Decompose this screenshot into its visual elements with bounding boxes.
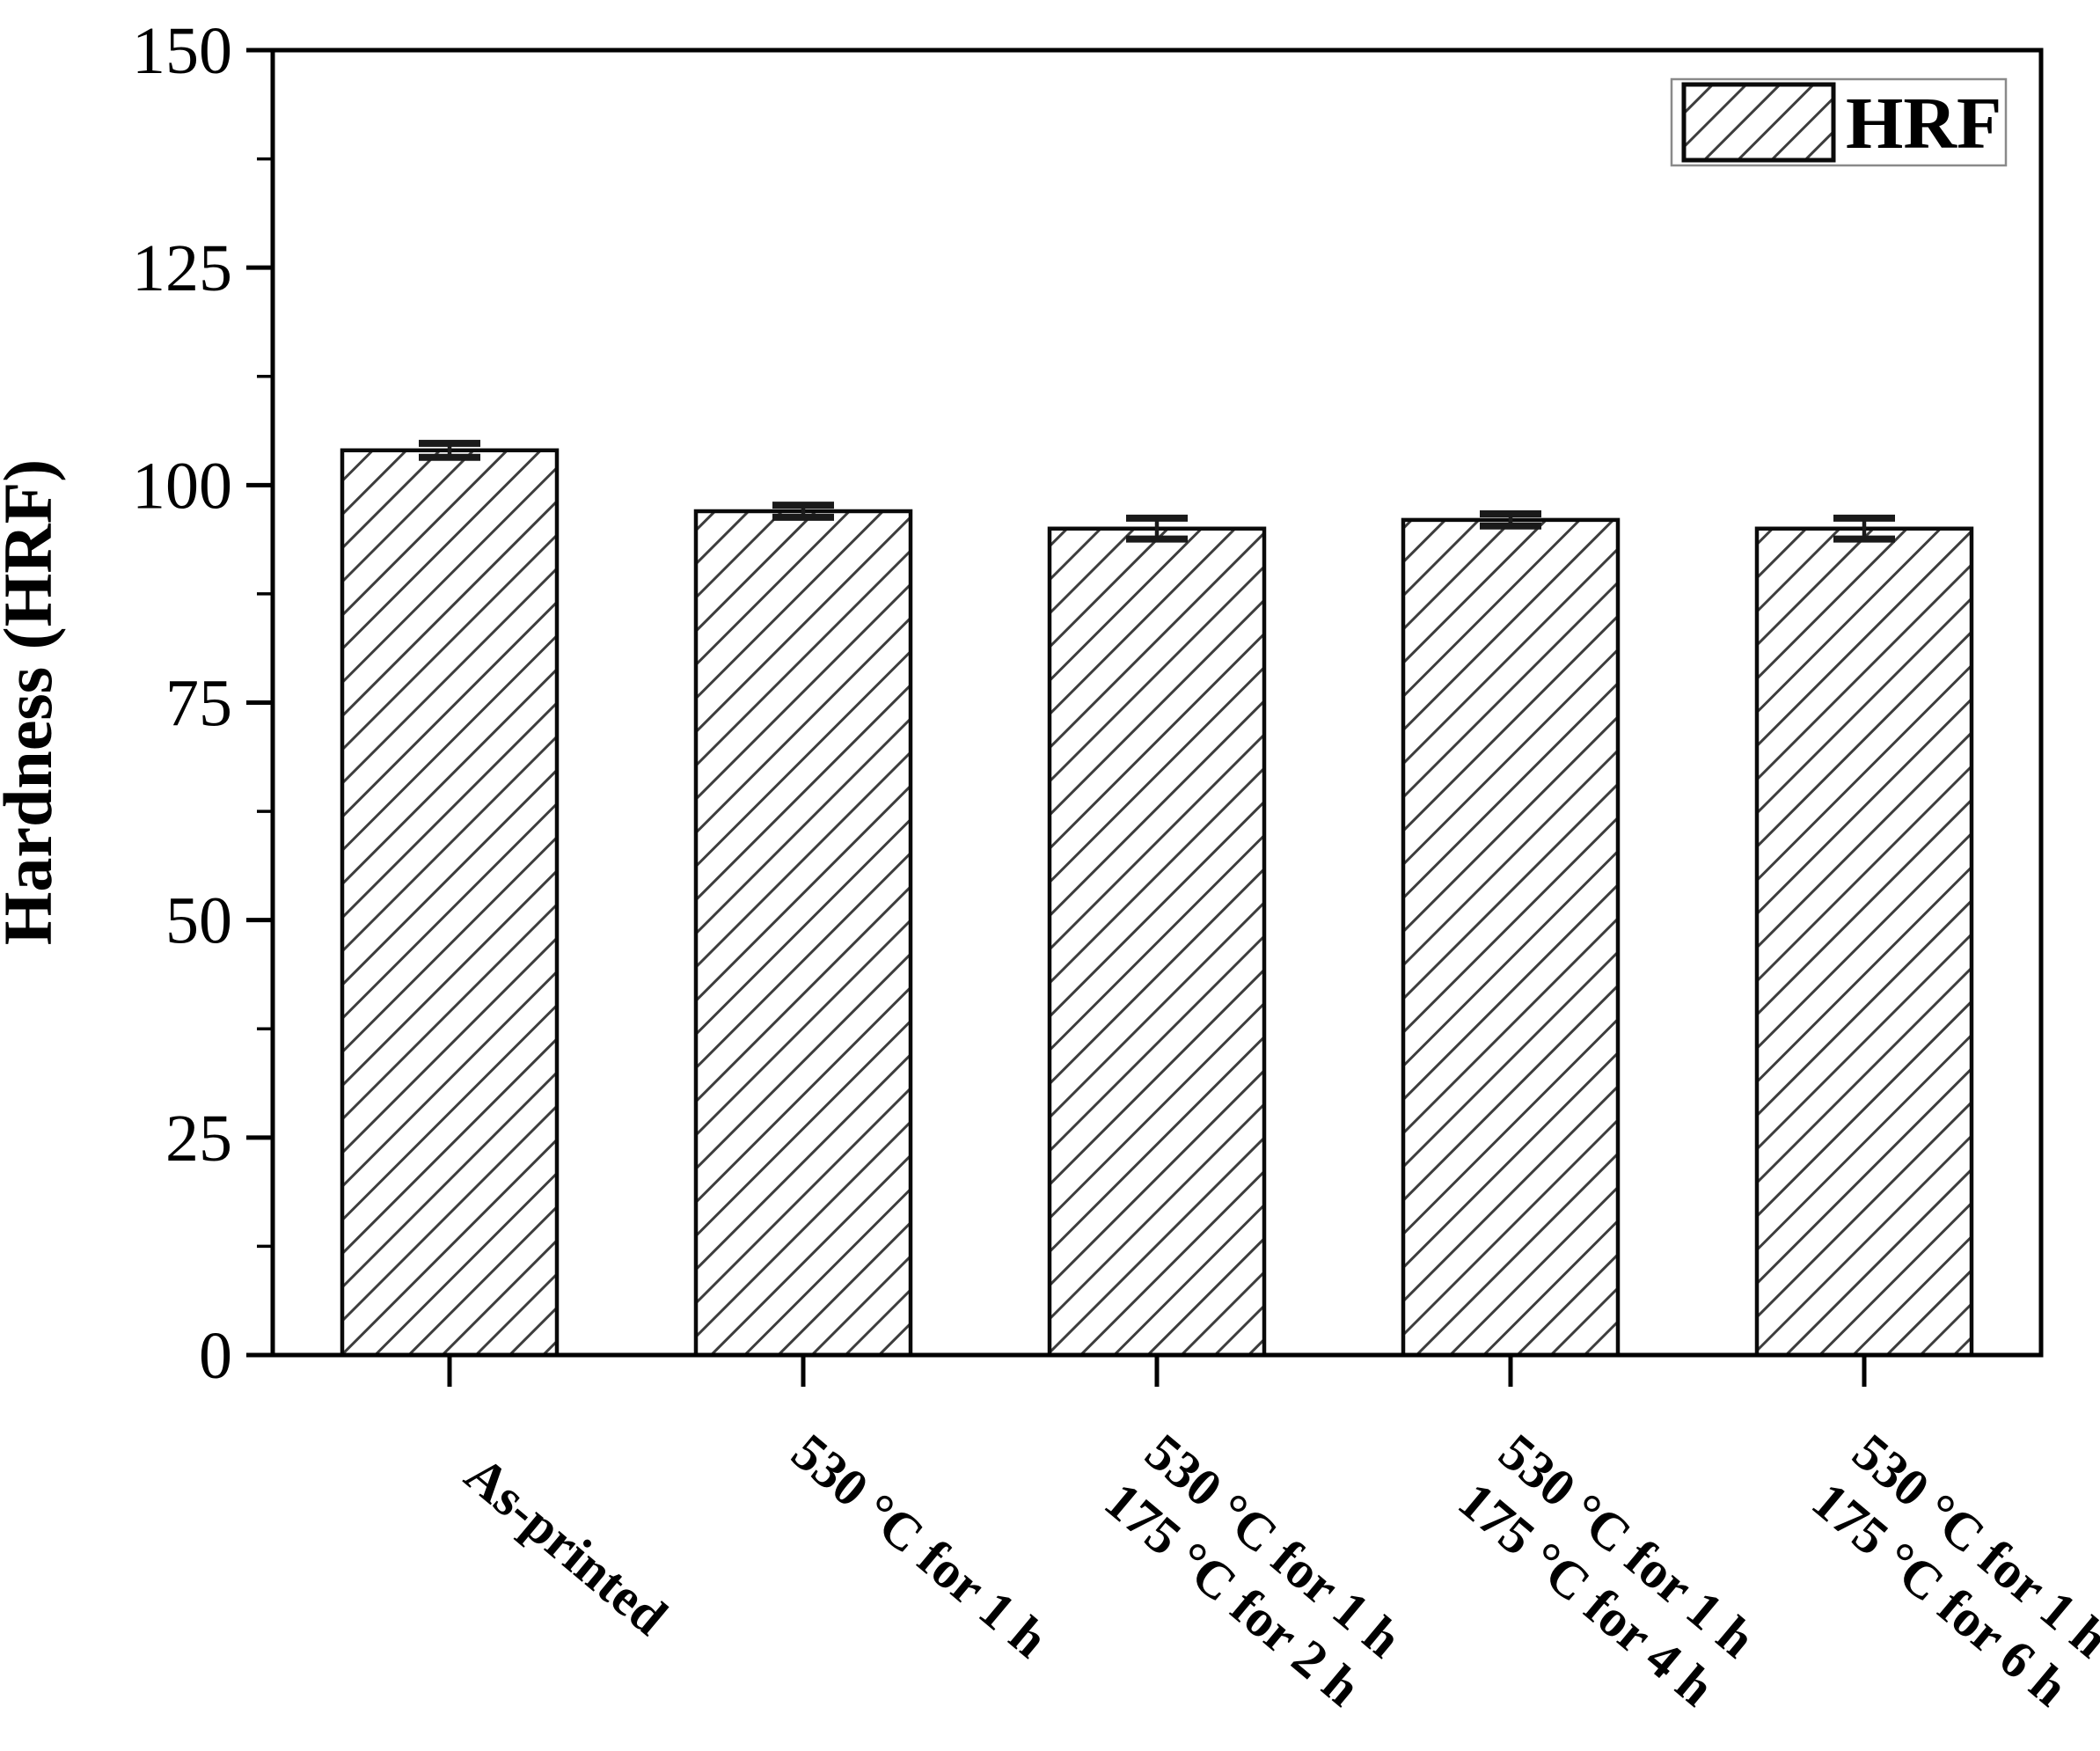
y-tick-label-100: 100	[132, 449, 232, 523]
legend: HRF	[1670, 77, 2008, 167]
y-tick-label-0: 0	[199, 1319, 232, 1393]
x-tick-label-3: 530 °C for 1 h175 °C for 2 h	[1094, 1423, 1413, 1718]
y-tick-label-25: 25	[165, 1102, 232, 1176]
legend-swatch-hatched	[1681, 82, 1836, 163]
y-axis-title: Hardness (HRF)	[0, 459, 66, 945]
y-tick-label-150: 150	[132, 14, 232, 88]
bar-4	[1401, 517, 1621, 1358]
x-tick-label-1: As-printed	[454, 1445, 677, 1645]
plot-layer: 0 25 50 75 100 125 150 As-printed 530 °C for 1 h…	[132, 14, 2100, 1717]
y-tick-label-75: 75	[165, 667, 232, 741]
axes-frame	[270, 48, 2044, 1358]
bar-3	[1047, 526, 1267, 1358]
bar-2	[693, 509, 913, 1358]
x-tick-label-5: 530 °C for 1 h175 °C for 6 h	[1802, 1423, 2100, 1718]
y-tick-label-125: 125	[132, 231, 232, 305]
y-tick-label-50: 50	[165, 884, 232, 958]
bar-1	[340, 448, 560, 1358]
bar-5	[1754, 526, 1974, 1358]
x-tick-label-4: 530 °C for 1 h175 °C for 4 h	[1448, 1423, 1767, 1718]
legend-label: HRF	[1846, 83, 2001, 165]
x-tick-label-2: 530 °C for 1 h	[781, 1423, 1058, 1669]
